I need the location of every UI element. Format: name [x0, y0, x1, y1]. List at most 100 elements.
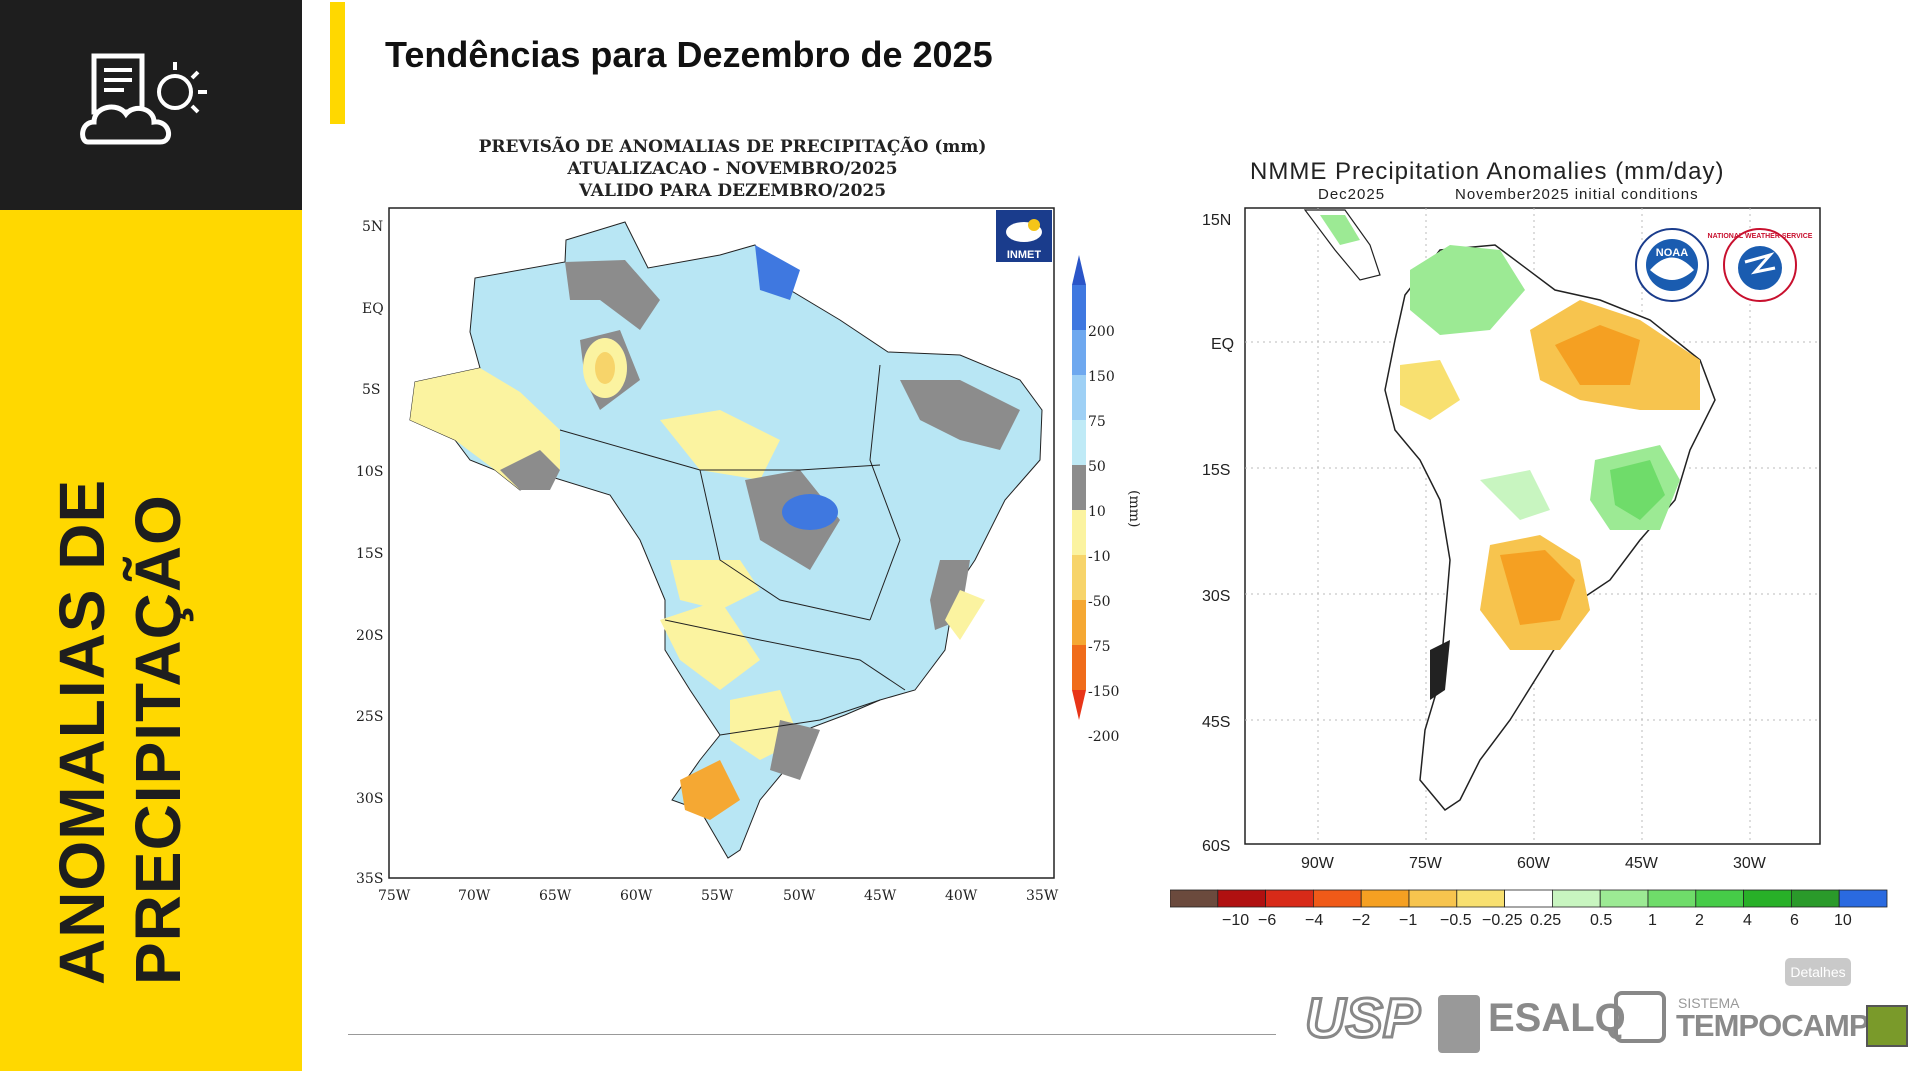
- inmet-legend-label: 150: [1088, 369, 1115, 385]
- nmme-colorbar-swatch: [1360, 889, 1410, 908]
- inmet-lat-label: EQ: [362, 301, 384, 317]
- nmme-subtitle-right: November2025 initial conditions: [1455, 186, 1699, 203]
- nmme-colorbar-swatch: [1408, 889, 1458, 908]
- brazil-anomaly-shape: [409, 221, 1043, 859]
- inmet-legend-swatch: [1072, 255, 1086, 285]
- inmet-lat-label: 30S: [356, 791, 383, 807]
- nmme-colorbar-label: −0.25: [1482, 912, 1523, 929]
- page-title: Tendências para Dezembro de 2025: [385, 34, 993, 75]
- inmet-lat-label: 5N: [362, 219, 383, 235]
- nmme-lon-label: 90W: [1301, 855, 1335, 872]
- inmet-lat-label: 10S: [356, 464, 383, 480]
- nmme-colorbar-label: −0.5: [1440, 912, 1472, 929]
- inmet-lon-labels: 75W 70W 65W 60W 55W 50W 45W 40W 35W: [378, 888, 1059, 904]
- nmme-lat-label: 30S: [1202, 588, 1230, 605]
- nmme-colorbar-label: 1: [1648, 912, 1657, 929]
- nmme-colorbar-label: 0.5: [1590, 912, 1612, 929]
- inmet-legend-label: 10: [1088, 504, 1106, 520]
- inmet-map-title: PREVISÃO DE ANOMALIAS DE PRECIPITAÇÃO (m…: [380, 136, 1085, 202]
- nmme-colorbar-label: 4: [1743, 912, 1752, 929]
- inmet-legend-swatch: [1072, 600, 1086, 645]
- nmme-colorbar-swatch: [1170, 889, 1219, 908]
- sun-field-icon: [1866, 1005, 1908, 1047]
- south-america-anomaly-shape: [1303, 209, 1716, 811]
- nmme-precipitation-map: 15N EQ 15S 30S 45S 60S 90W 75W 60W 45W 3…: [1170, 207, 1888, 929]
- inmet-lat-label: 25S: [356, 709, 383, 725]
- sidebar-header: [0, 0, 302, 210]
- inmet-lat-label: 20S: [356, 628, 383, 644]
- nmme-colorbar-swatch: [1647, 889, 1697, 908]
- inmet-map-borders: [559, 364, 906, 736]
- nmme-colorbar-swatch: [1552, 889, 1601, 908]
- nmme-colorbar: [1170, 889, 1888, 908]
- sistema-label: SISTEMA: [1678, 995, 1740, 1011]
- inmet-title-line2: ATUALIZACAO - NOVEMBRO/2025: [567, 159, 898, 179]
- nmme-lat-labels: 15N EQ 15S 30S 45S 60S: [1202, 212, 1234, 855]
- nmme-colorbar-swatch: [1599, 889, 1649, 908]
- inmet-lat-label: 15S: [356, 546, 383, 562]
- inmet-title-line1: PREVISÃO DE ANOMALIAS DE PRECIPITAÇÃO (m…: [478, 137, 987, 157]
- nmme-colorbar-swatch: [1695, 889, 1745, 908]
- sidebar-title: ANOMALIAS DE PRECIPITAÇÃO: [44, 479, 196, 985]
- nmme-colorbar-label: −6: [1258, 912, 1276, 929]
- inmet-logo-text: INMET: [1007, 249, 1042, 261]
- inmet-legend-label: 75: [1088, 414, 1106, 430]
- esalq-logo: ESALQ: [1488, 996, 1626, 1040]
- nmme-lat-label: 15S: [1202, 462, 1230, 479]
- nmme-colorbar-label: 6: [1790, 912, 1799, 929]
- nmme-colorbar-label: −2: [1352, 912, 1370, 929]
- inmet-legend-swatch: [1072, 375, 1086, 420]
- nmme-colorbar-swatch: [1265, 889, 1314, 908]
- esalq-emblem-icon: [1438, 995, 1480, 1053]
- nws-logo: NATIONAL WEATHER SERVICE: [1708, 228, 1813, 302]
- nmme-lon-labels: 90W 75W 60W 45W 30W: [1301, 855, 1767, 872]
- tempocampo-emblem-icon: [1614, 991, 1666, 1043]
- inmet-lat-label: 35S: [356, 871, 383, 887]
- inmet-legend-swatch: [1072, 645, 1086, 690]
- sidebar-title-line1: ANOMALIAS DE: [46, 478, 118, 985]
- nmme-colorbar-label: −1: [1399, 912, 1417, 929]
- nmme-colorbar-swatch: [1456, 889, 1506, 908]
- nmme-lon-label: 30W: [1733, 855, 1767, 872]
- inmet-legend-swatch: [1072, 285, 1086, 330]
- inmet-lon-label: 55W: [701, 888, 734, 904]
- inmet-legend-swatch: [1072, 330, 1086, 375]
- weather-report-icon: [80, 53, 207, 145]
- nmme-lon-label: 45W: [1625, 855, 1659, 872]
- inmet-legend-label: -200: [1088, 729, 1119, 745]
- inmet-lon-label: 75W: [378, 888, 411, 904]
- nmme-lon-label: 60W: [1517, 855, 1551, 872]
- inmet-legend-label: -150: [1088, 684, 1119, 700]
- nmme-colorbar-swatch: [1791, 889, 1840, 908]
- inmet-legend-label: -75: [1088, 639, 1111, 655]
- nmme-colorbar-labels: −10 −6 −4 −2 −1 −0.5 −0.25 0.25 0.5 1 2 …: [1222, 912, 1852, 929]
- noaa-logo: NOAA: [1635, 228, 1709, 302]
- inmet-lat-labels: 5N EQ 5S 10S 15S 20S 25S 30S 35S: [356, 219, 384, 887]
- inmet-legend-swatch: [1072, 420, 1086, 465]
- nmme-colorbar-label: 10: [1834, 912, 1852, 929]
- nmme-colorbar-swatch: [1504, 889, 1553, 908]
- nmme-colorbar-label: −4: [1305, 912, 1323, 929]
- detalhes-button[interactable]: Detalhes: [1785, 958, 1851, 986]
- inmet-lon-label: 60W: [620, 888, 653, 904]
- tempocampo-logo: TEMPOCAMPO: [1676, 1008, 1893, 1043]
- usp-logo: USP: [1303, 985, 1421, 1051]
- inmet-lon-label: 70W: [458, 888, 491, 904]
- nmme-lat-label: 45S: [1202, 714, 1230, 731]
- nws-logo-text: NATIONAL WEATHER SERVICE: [1708, 233, 1813, 240]
- inmet-legend-label: -50: [1088, 594, 1111, 610]
- inmet-lon-label: 35W: [1026, 888, 1059, 904]
- inmet-lon-label: 40W: [945, 888, 978, 904]
- nmme-colorbar-swatch: [1217, 889, 1267, 908]
- nmme-colorbar-label: 0.25: [1530, 912, 1561, 929]
- inmet-legend: [1072, 255, 1086, 720]
- nmme-subtitle-left: Dec2025: [1318, 186, 1386, 203]
- inmet-legend-unit: (mm): [1126, 490, 1140, 527]
- inmet-legend-label: -10: [1088, 549, 1111, 565]
- inmet-legend-swatch: [1072, 690, 1086, 720]
- inmet-legend-labels: 200 150 75 50 10 -10 -50 -75 -150 -200: [1088, 324, 1119, 745]
- nmme-colorbar-label: −10: [1222, 912, 1249, 929]
- nmme-colorbar-label: 2: [1695, 912, 1704, 929]
- inmet-legend-label: 50: [1088, 459, 1106, 475]
- inmet-title-line3: VALIDO PARA DEZEMBRO/2025: [578, 181, 887, 201]
